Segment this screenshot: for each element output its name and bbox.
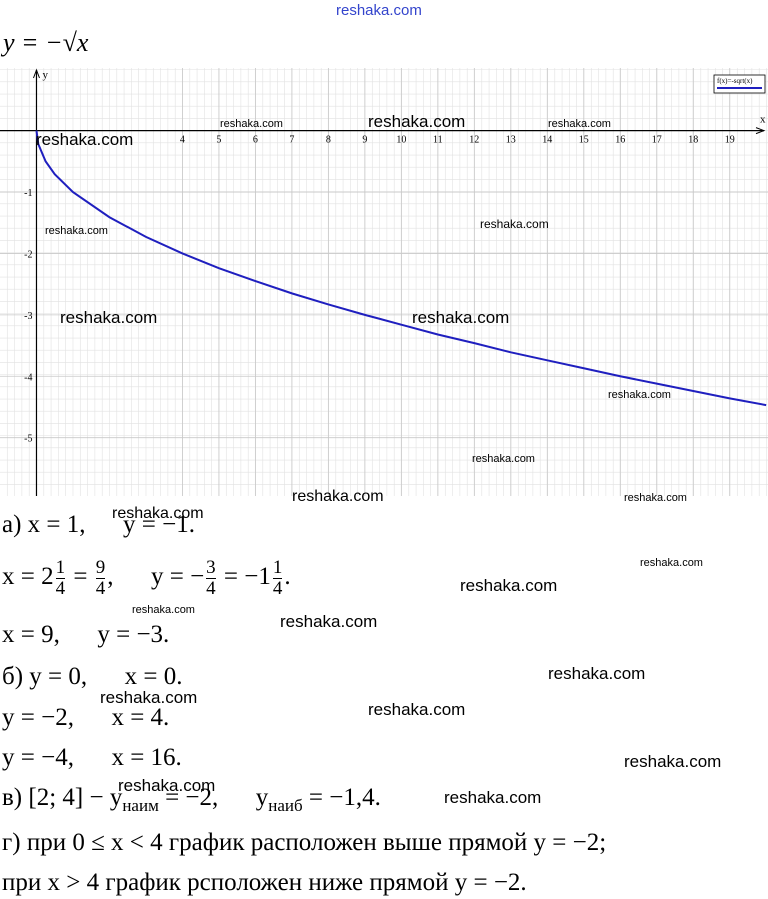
watermark: reshaka.com xyxy=(118,776,216,795)
formula: y = −√x xyxy=(3,28,89,57)
solution-line: а) x = 1, y = −1. xyxy=(2,512,195,537)
x-tick-label: 10 xyxy=(396,135,406,146)
text: x = 2 xyxy=(2,563,54,591)
watermark: reshaka.com xyxy=(624,752,722,771)
numerator: 3 xyxy=(206,557,216,579)
text: . xyxy=(284,563,291,591)
text: = −2, y xyxy=(158,784,269,811)
text: x = 9, y = −3. xyxy=(2,621,170,648)
watermark: reshaka.com xyxy=(36,130,134,149)
watermark: reshaka.com xyxy=(480,217,549,231)
y-tick-label: -1 xyxy=(24,188,32,199)
curve xyxy=(35,130,767,407)
arrow xyxy=(755,127,766,135)
watermark: reshaka.com xyxy=(280,612,378,631)
denominator: 4 xyxy=(272,577,283,599)
solution-line: б) y = 0, x = 0. xyxy=(2,664,183,689)
text: y = −4, x = 16. xyxy=(2,744,182,771)
x-axis-label: x xyxy=(760,114,766,126)
subscript: наиб xyxy=(268,796,303,815)
watermark: reshaka.com xyxy=(292,488,384,505)
watermark: reshaka.com xyxy=(368,112,466,131)
watermark: reshaka.com xyxy=(624,492,687,504)
y-tick-label: -2 xyxy=(24,249,32,260)
x-tick-label: 5 xyxy=(216,135,221,146)
watermark: reshaka.com xyxy=(412,308,510,327)
text: в) [2; 4] − y xyxy=(2,784,123,811)
watermark: reshaka.com xyxy=(640,557,703,569)
text: = −1 xyxy=(217,563,271,591)
x-tick-label: 14 xyxy=(542,135,552,146)
x-tick-label: 4 xyxy=(180,135,185,146)
denominator: 4 xyxy=(95,577,106,599)
y-tick-label: -3 xyxy=(24,311,32,322)
arrow xyxy=(33,68,40,79)
denominator: 4 xyxy=(55,577,66,599)
denominator: 4 xyxy=(206,577,216,599)
x-tick-label: 7 xyxy=(289,135,294,146)
x-tick-label: 15 xyxy=(579,135,589,146)
watermark: reshaka.com xyxy=(100,688,198,707)
x-tick-label: 11 xyxy=(433,135,443,146)
solution-line: при x > 4 график рсположен ниже прямой y… xyxy=(2,870,527,895)
watermark: reshaka.com xyxy=(112,505,204,522)
watermark: reshaka.com xyxy=(220,118,283,130)
numerator: 1 xyxy=(55,557,66,579)
y-axis-label: y xyxy=(42,69,48,81)
watermark: reshaka.com xyxy=(132,604,195,616)
solution-line: x = 9, y = −3. xyxy=(2,622,169,647)
x-tick-label: 8 xyxy=(326,135,331,146)
text: при x > 4 график рсположен ниже прямой y… xyxy=(2,869,527,896)
legend-label: f(x)=-sqrt(x) xyxy=(717,77,753,85)
x-tick-label: 12 xyxy=(469,135,479,146)
site-link: reshaka.com xyxy=(336,2,422,19)
text: y = −2, x = 4. xyxy=(2,704,170,731)
watermark: reshaka.com xyxy=(548,118,611,130)
watermark: reshaka.com xyxy=(548,664,646,683)
solution-line: в) [2; 4] − yнаим = −2, yнаиб = −1,4. xyxy=(2,785,381,814)
watermark: reshaka.com xyxy=(45,225,108,237)
numerator: 1 xyxy=(272,557,283,579)
watermark: reshaka.com xyxy=(472,453,535,465)
x-tick-label: 9 xyxy=(362,135,367,146)
watermark: reshaka.com xyxy=(60,308,158,327)
x-tick-label: 6 xyxy=(253,135,258,146)
numerator: 9 xyxy=(95,557,106,579)
x-tick-label: 18 xyxy=(688,135,698,146)
text: = xyxy=(67,563,94,591)
text: , y = − xyxy=(107,563,205,591)
x-tick-label: 16 xyxy=(615,135,625,146)
chart: 4 5 6 7 8 9 10 11 12 13 14 15 16 17 18 19 -1 -2 -3 -4 -5 x y f(… xyxy=(0,68,768,496)
watermark: reshaka.com xyxy=(608,389,671,401)
solution-line: y = −2, x = 4. xyxy=(2,705,169,730)
y-tick-label: -4 xyxy=(24,372,32,383)
solution-line: г) при 0 ≤ x < 4 график расположен выше … xyxy=(2,830,606,855)
watermark: reshaka.com xyxy=(460,576,558,595)
x-tick-label: 17 xyxy=(652,135,662,146)
solution-line: y = −4, x = 16. xyxy=(2,745,182,770)
text: а) x = 1, y = −1. xyxy=(2,511,195,538)
text: = −1,4. xyxy=(302,784,381,811)
watermark: reshaka.com xyxy=(368,700,466,719)
x-tick-label: 19 xyxy=(725,135,735,146)
text: г) при 0 ≤ x < 4 график расположен выше … xyxy=(2,829,607,856)
watermark: reshaka.com xyxy=(444,788,542,807)
y-tick-label: -5 xyxy=(24,434,32,445)
x-tick-label: 13 xyxy=(506,135,516,146)
text: б) y = 0, x = 0. xyxy=(2,663,183,690)
subscript: наим xyxy=(122,796,159,815)
